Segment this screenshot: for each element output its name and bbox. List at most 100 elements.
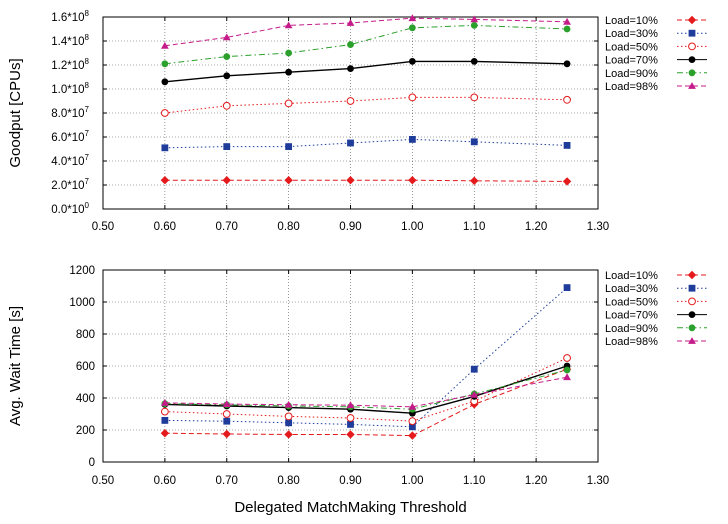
legend-label: Load=98% (605, 336, 658, 348)
data-point (347, 41, 354, 48)
legend-marker (688, 311, 696, 318)
data-point (470, 22, 478, 29)
data-point (563, 25, 571, 33)
data-point (408, 58, 416, 65)
data-point (470, 365, 478, 373)
legend-label: Load=70% (605, 310, 658, 322)
x-tick-label: 1.10 (463, 221, 485, 233)
legend-label: Load=10% (605, 15, 658, 27)
data-point (284, 412, 293, 421)
x-tick-label: 1.30 (587, 475, 609, 487)
x-tick-label: 1.00 (401, 475, 423, 487)
series-load10 (160, 176, 572, 186)
data-point (223, 72, 231, 80)
data-point (160, 407, 169, 416)
data-point (284, 430, 293, 439)
series-load10 (160, 365, 572, 440)
x-tick-label: 0.50 (92, 221, 114, 233)
plot-frame (102, 269, 599, 463)
legend-marker (688, 42, 696, 51)
legend-marker (688, 69, 696, 77)
data-point (346, 430, 355, 439)
x-tick-label: 0.90 (339, 475, 361, 487)
legend-label: Load=10% (605, 270, 658, 282)
y-tick-label: 8.0*107 (51, 105, 89, 120)
x-tick-label: 0.90 (339, 221, 361, 233)
legend-marker (687, 270, 697, 280)
data-point (563, 284, 571, 291)
series-load98 (160, 373, 571, 410)
y-tick-label: 0 (89, 457, 95, 469)
y-tick-label: 2.0*107 (51, 177, 89, 192)
series-load30 (161, 284, 571, 431)
data-point (160, 41, 169, 49)
y-tick-label: 200 (76, 425, 95, 437)
data-point (346, 401, 355, 409)
data-point (346, 19, 355, 26)
data-point (285, 419, 293, 427)
data-point (563, 366, 571, 374)
y-tick-label: 800 (76, 329, 95, 341)
data-point (563, 354, 571, 362)
x-tick-label: 0.80 (277, 475, 299, 487)
data-point (470, 138, 478, 146)
data-point (470, 176, 479, 185)
data-point (222, 400, 231, 407)
data-point (160, 429, 170, 438)
data-point (470, 93, 479, 102)
data-point (161, 60, 169, 68)
legend-marker (688, 337, 696, 344)
data-point (408, 423, 416, 431)
x-tick-label: 0.50 (92, 475, 114, 487)
data-point (222, 410, 231, 418)
data-point (161, 144, 169, 152)
y-axis-label: Goodput [CPUs] (7, 58, 24, 167)
legend-label: Load=98% (605, 81, 658, 93)
data-point (161, 78, 169, 86)
data-point (347, 65, 354, 72)
data-point (347, 421, 354, 428)
data-point (346, 176, 355, 185)
series-load70 (161, 58, 571, 86)
data-point (160, 176, 170, 185)
y-tick-label: 1200 (69, 265, 95, 277)
y-tick-label: 4.0*107 (51, 153, 89, 168)
x-tick-label: 1.20 (525, 221, 547, 233)
series-load50 (160, 354, 571, 426)
data-point (161, 417, 169, 424)
data-point (223, 417, 231, 425)
x-tick-label: 0.60 (154, 221, 176, 233)
data-point (563, 60, 571, 68)
legend-marker (688, 297, 696, 306)
x-tick-label: 1.00 (401, 221, 423, 233)
data-point (470, 58, 478, 65)
data-point (408, 93, 417, 102)
x-tick-label: 1.30 (587, 221, 609, 233)
data-point (284, 99, 293, 108)
y-tick-label: 6.0*107 (51, 129, 89, 144)
data-point (284, 176, 293, 185)
data-point (160, 109, 169, 117)
series-load70 (161, 362, 571, 417)
legend-label: Load=70% (605, 55, 658, 67)
series-load98 (160, 14, 571, 49)
data-point (347, 139, 354, 147)
data-point (284, 400, 293, 408)
data-point (408, 24, 416, 32)
y-tick-label: 1000 (69, 297, 95, 309)
data-point (563, 373, 571, 381)
data-point (470, 390, 479, 398)
series-load90 (161, 22, 571, 68)
x-axis-label: Delegated MatchMaking Threshold (234, 499, 466, 516)
data-point (408, 14, 417, 22)
x-tick-label: 0.70 (216, 475, 238, 487)
y-tick-label: 400 (76, 393, 95, 405)
data-point (285, 143, 293, 150)
y-tick-label: 1.4*108 (51, 33, 89, 48)
legend-label: Load=50% (605, 296, 658, 308)
data-point (222, 429, 231, 439)
legend-marker (688, 284, 696, 292)
legend-marker (688, 56, 696, 63)
data-point (223, 143, 231, 150)
series-load50 (160, 93, 571, 117)
